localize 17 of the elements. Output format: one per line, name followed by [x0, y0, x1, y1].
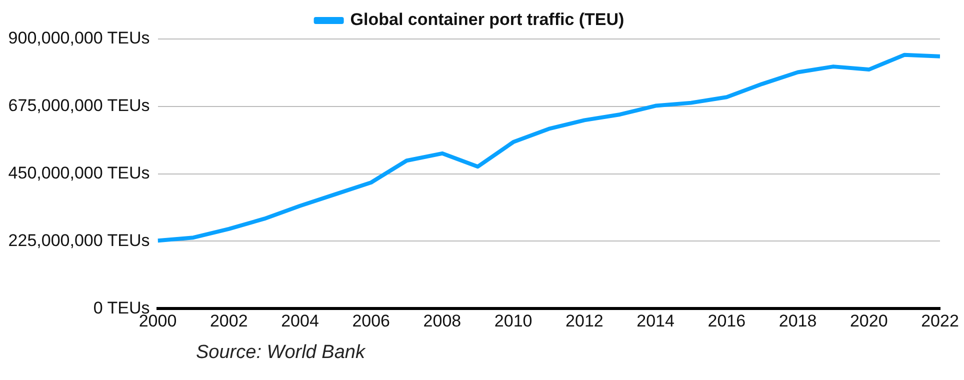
y-tick-label: 900,000,000 TEUs [8, 28, 150, 48]
x-tick-label: 2004 [281, 311, 319, 330]
x-tick-label: 2014 [636, 311, 674, 330]
y-tick-label: 225,000,000 TEUs [8, 230, 150, 250]
x-tick-label: 2012 [566, 311, 604, 330]
x-tick-label: 2016 [708, 311, 746, 330]
x-tick-label: 2006 [352, 311, 390, 330]
x-tick-label: 2020 [850, 311, 888, 330]
y-tick-label: 450,000,000 TEUs [8, 163, 150, 182]
y-tick-label: 675,000,000 TEUs [8, 96, 150, 116]
x-tick-label: 2010 [494, 311, 532, 330]
x-tick-label: 2002 [210, 311, 248, 330]
x-tick-label: 2018 [778, 311, 817, 330]
x-tick-label: 2022 [921, 311, 959, 330]
source-note: Source: World Bank [196, 342, 365, 364]
legend-label: Global container port traffic (TEU) [350, 10, 624, 30]
x-tick-label: 2008 [423, 311, 462, 330]
